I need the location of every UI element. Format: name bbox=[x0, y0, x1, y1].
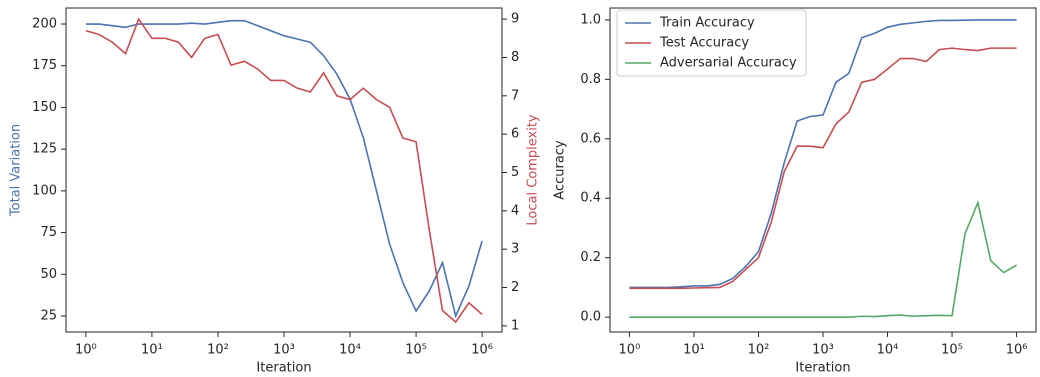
y-tick-label: 0.2 bbox=[580, 250, 601, 265]
x-tick-label: 10³ bbox=[812, 343, 834, 358]
y-tick-label: 25 bbox=[40, 308, 57, 323]
y2-tick-label: 4 bbox=[511, 203, 519, 218]
y-tick-label: 200 bbox=[32, 17, 57, 32]
series-line bbox=[629, 200, 1017, 318]
y-tick-label: 50 bbox=[40, 267, 57, 282]
x-tick-label: 10¹ bbox=[683, 343, 705, 358]
series-line bbox=[85, 17, 483, 324]
y2-tick-label: 6 bbox=[511, 127, 519, 142]
y-tick-label: 100 bbox=[32, 183, 57, 198]
x-tick-label: 10³ bbox=[273, 343, 295, 358]
y-tick-label: 75 bbox=[40, 225, 57, 240]
x-tick-label: 10¹ bbox=[141, 343, 163, 358]
x-tick-label: 10² bbox=[748, 343, 770, 358]
x-tick-label: 10⁰ bbox=[619, 343, 641, 358]
series-line bbox=[629, 19, 1017, 289]
y2-tick-label: 7 bbox=[511, 88, 519, 103]
y-axis-label: Total Variation bbox=[9, 124, 24, 217]
series-line bbox=[85, 19, 483, 319]
x-tick-label: 10⁴ bbox=[339, 343, 361, 358]
y-tick-label: 0.6 bbox=[580, 131, 601, 146]
y2-tick-label: 8 bbox=[511, 50, 519, 65]
x-tick-label: 10⁵ bbox=[941, 343, 963, 358]
x-axis-label: Iteration bbox=[256, 361, 311, 376]
y2-tick-label: 2 bbox=[511, 280, 519, 295]
legend-label: Test Accuracy bbox=[659, 36, 749, 51]
y-tick-label: 1.0 bbox=[580, 12, 601, 27]
subplot: 10⁰ 10¹ 10² 10³ 10⁴ 10⁵ 10⁶2550751001251501752… bbox=[9, 7, 541, 376]
subplot: 10⁰ 10¹ 10² 10³ 10⁴ 10⁵ 10⁶ 0.0 0.2 0.4 0.6 0.8 1.0 I… bbox=[553, 7, 1037, 376]
y-axis-label: Accuracy bbox=[553, 140, 568, 200]
y-tick-label: 150 bbox=[32, 100, 57, 115]
series-line bbox=[629, 47, 1017, 290]
y2-tick-label: 1 bbox=[511, 318, 519, 333]
y2-axis-label: Local Complexity bbox=[526, 114, 541, 226]
axes-frame bbox=[65, 7, 503, 333]
y-tick-label: 175 bbox=[32, 58, 57, 73]
x-tick-label: 10⁴ bbox=[877, 343, 899, 358]
legend-box bbox=[616, 9, 807, 77]
y-tick-label: 125 bbox=[32, 142, 57, 157]
x-tick-label: 10⁶ bbox=[471, 343, 493, 358]
y-tick-label: 0.0 bbox=[580, 310, 601, 325]
legend-label: Adversarial Accuracy bbox=[660, 56, 797, 71]
x-tick-label: 10⁰ bbox=[75, 343, 97, 358]
y2-tick-label: 5 bbox=[511, 165, 519, 180]
y-tick-label: 0.8 bbox=[580, 72, 601, 87]
y2-tick-label: 3 bbox=[511, 242, 519, 257]
x-tick-label: 10² bbox=[207, 343, 229, 358]
x-tick-label: 10⁵ bbox=[405, 343, 427, 358]
legend-label: Train Accuracy bbox=[659, 16, 755, 31]
x-tick-label: 10⁶ bbox=[1006, 343, 1028, 358]
y2-tick-label: 9 bbox=[511, 12, 519, 27]
y-tick-label: 0.4 bbox=[580, 191, 601, 206]
x-axis-label: Iteration bbox=[795, 361, 850, 376]
